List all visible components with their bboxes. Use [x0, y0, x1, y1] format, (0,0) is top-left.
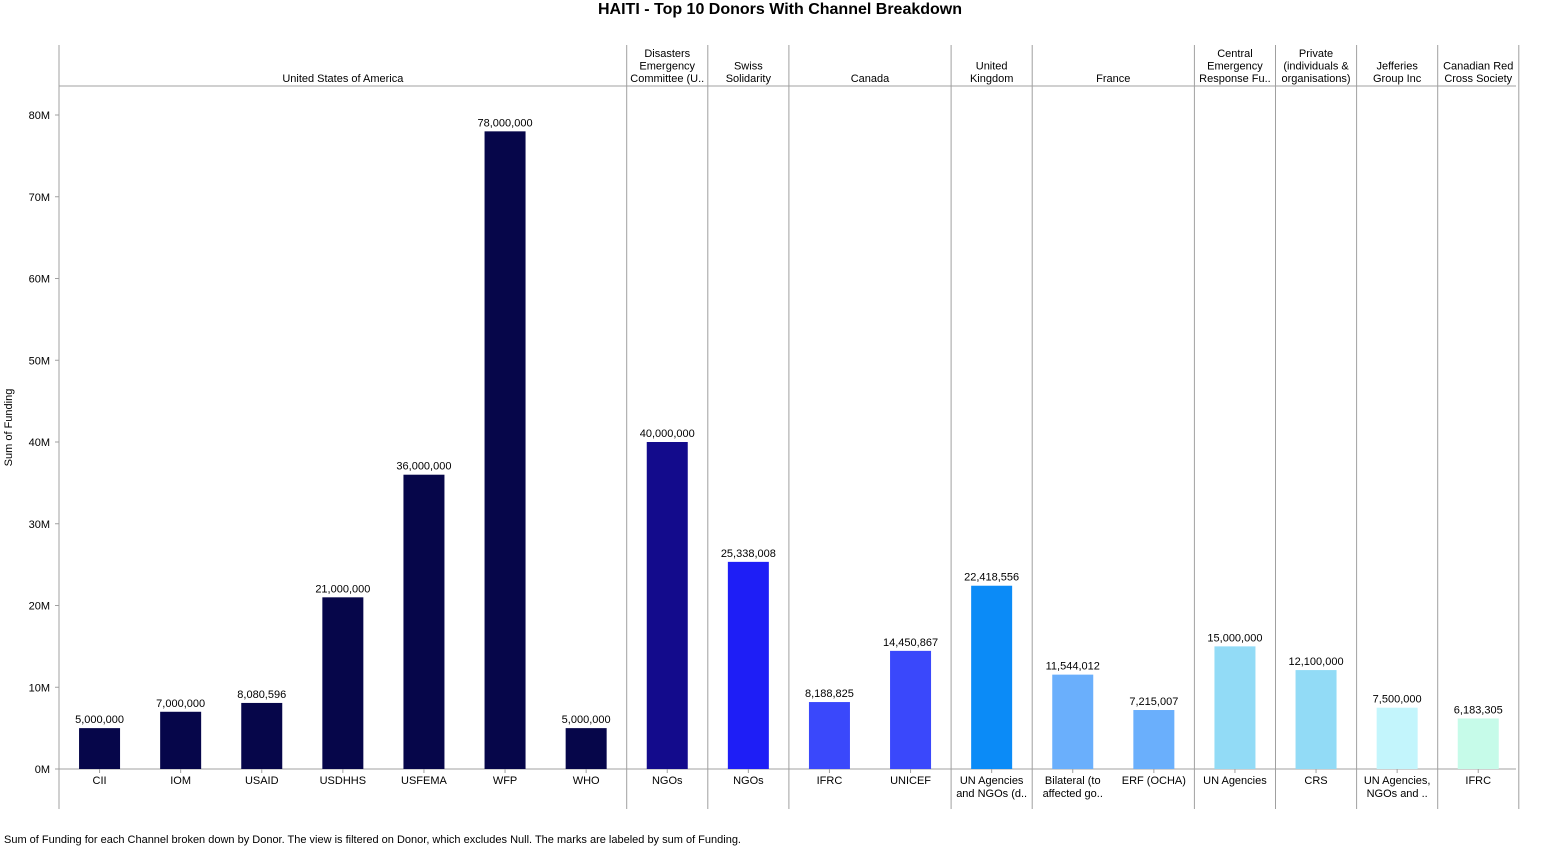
funding-bar [484, 131, 526, 770]
channel-label: IFRC [1465, 775, 1491, 787]
bar-value-label: 40,000,000 [640, 428, 695, 440]
bar-value-label: 25,338,008 [721, 548, 776, 560]
bar-value-label: 5,000,000 [75, 714, 124, 726]
bar-value-label: 78,000,000 [478, 117, 533, 129]
channel-label: USFEMA [401, 775, 448, 787]
channel-label: ERF (OCHA) [1122, 775, 1186, 787]
funding-bar [1214, 646, 1256, 769]
channel-label: CII [93, 775, 107, 787]
channel-label: IFRC [817, 775, 843, 787]
bar-value-label: 6,183,305 [1454, 704, 1503, 716]
bar-value-label: 15,000,000 [1207, 632, 1262, 644]
donor-header-label: Disasters Emergency Committee (U.. [630, 48, 704, 85]
channel-label: Bilateral (to affected go.. [1043, 775, 1103, 800]
bar-value-label: 22,418,556 [964, 572, 1019, 584]
funding-bar [971, 585, 1013, 769]
y-tick-label: 70M [29, 192, 50, 204]
bar-value-label: 8,188,825 [805, 688, 854, 700]
y-tick-label: 80M [29, 110, 50, 122]
y-axis-title: Sum of Funding [3, 389, 15, 467]
funding-bar [1052, 674, 1094, 769]
bar-value-label: 12,100,000 [1289, 656, 1344, 668]
bar-value-label: 5,000,000 [562, 714, 611, 726]
funding-bar [160, 711, 202, 769]
funding-bar [1133, 710, 1175, 769]
channel-label: WFP [493, 775, 517, 787]
donor-header-label: Canadian Red Cross Society [1443, 61, 1513, 86]
bar-value-label: 7,000,000 [156, 698, 205, 710]
channel-label: NGOs [652, 775, 683, 787]
donor-header-label: France [1096, 73, 1130, 85]
channel-label: CRS [1304, 775, 1327, 787]
y-tick-label: 40M [29, 437, 50, 449]
bar-value-label: 7,500,000 [1373, 694, 1422, 706]
bar-value-label: 11,544,012 [1046, 661, 1100, 673]
donor-header-label: Swiss Solidarity [726, 61, 772, 86]
bar-value-label: 36,000,000 [396, 461, 451, 473]
donor-header-label: Jefferies Group Inc [1373, 61, 1422, 86]
bar-value-label: 7,215,007 [1129, 696, 1178, 708]
channel-label: USDHHS [320, 775, 366, 787]
funding-bar [1295, 670, 1337, 769]
donor-header-label: Private (individuals & organisations) [1282, 48, 1351, 85]
funding-bar [322, 597, 364, 769]
channel-label: WHO [573, 775, 600, 787]
funding-bar [890, 650, 932, 769]
funding-bar [241, 702, 283, 769]
funding-bar [727, 561, 769, 769]
donor-header-label: United Kingdom [970, 61, 1013, 86]
funding-bar [1457, 718, 1499, 769]
channel-label: USAID [245, 775, 279, 787]
channel-label: NGOs [733, 775, 764, 787]
funding-bar [808, 702, 850, 769]
bar-value-label: 21,000,000 [315, 583, 370, 595]
funding-bar [403, 474, 445, 769]
chart-caption: Sum of Funding for each Channel broken d… [4, 834, 741, 846]
channel-label: IOM [170, 775, 191, 787]
chart-title: HAITI - Top 10 Donors With Channel Break… [597, 1, 962, 18]
bar-value-label: 8,080,596 [237, 689, 286, 701]
donor-header-label: Central Emergency Response Fu.. [1199, 48, 1271, 85]
y-tick-label: 50M [29, 355, 50, 367]
bar-value-label: 14,450,867 [883, 637, 938, 649]
y-tick-label: 10M [29, 682, 50, 694]
funding-bar [1376, 707, 1418, 769]
donor-header-label: Canada [851, 73, 890, 85]
y-tick-label: 0M [35, 764, 50, 776]
channel-label: UNICEF [890, 775, 931, 787]
channel-label: UN Agencies, NGOs and .. [1364, 775, 1431, 800]
funding-bar [565, 728, 607, 769]
funding-bar [646, 442, 688, 769]
y-tick-label: 30M [29, 519, 50, 531]
funding-bar [79, 728, 121, 769]
channel-label: UN Agencies [1203, 775, 1267, 787]
y-tick-label: 20M [29, 601, 50, 613]
channel-label: UN Agencies and NGOs (d.. [956, 775, 1027, 800]
y-tick-label: 60M [29, 274, 50, 286]
donor-header-label: United States of America [282, 73, 404, 85]
